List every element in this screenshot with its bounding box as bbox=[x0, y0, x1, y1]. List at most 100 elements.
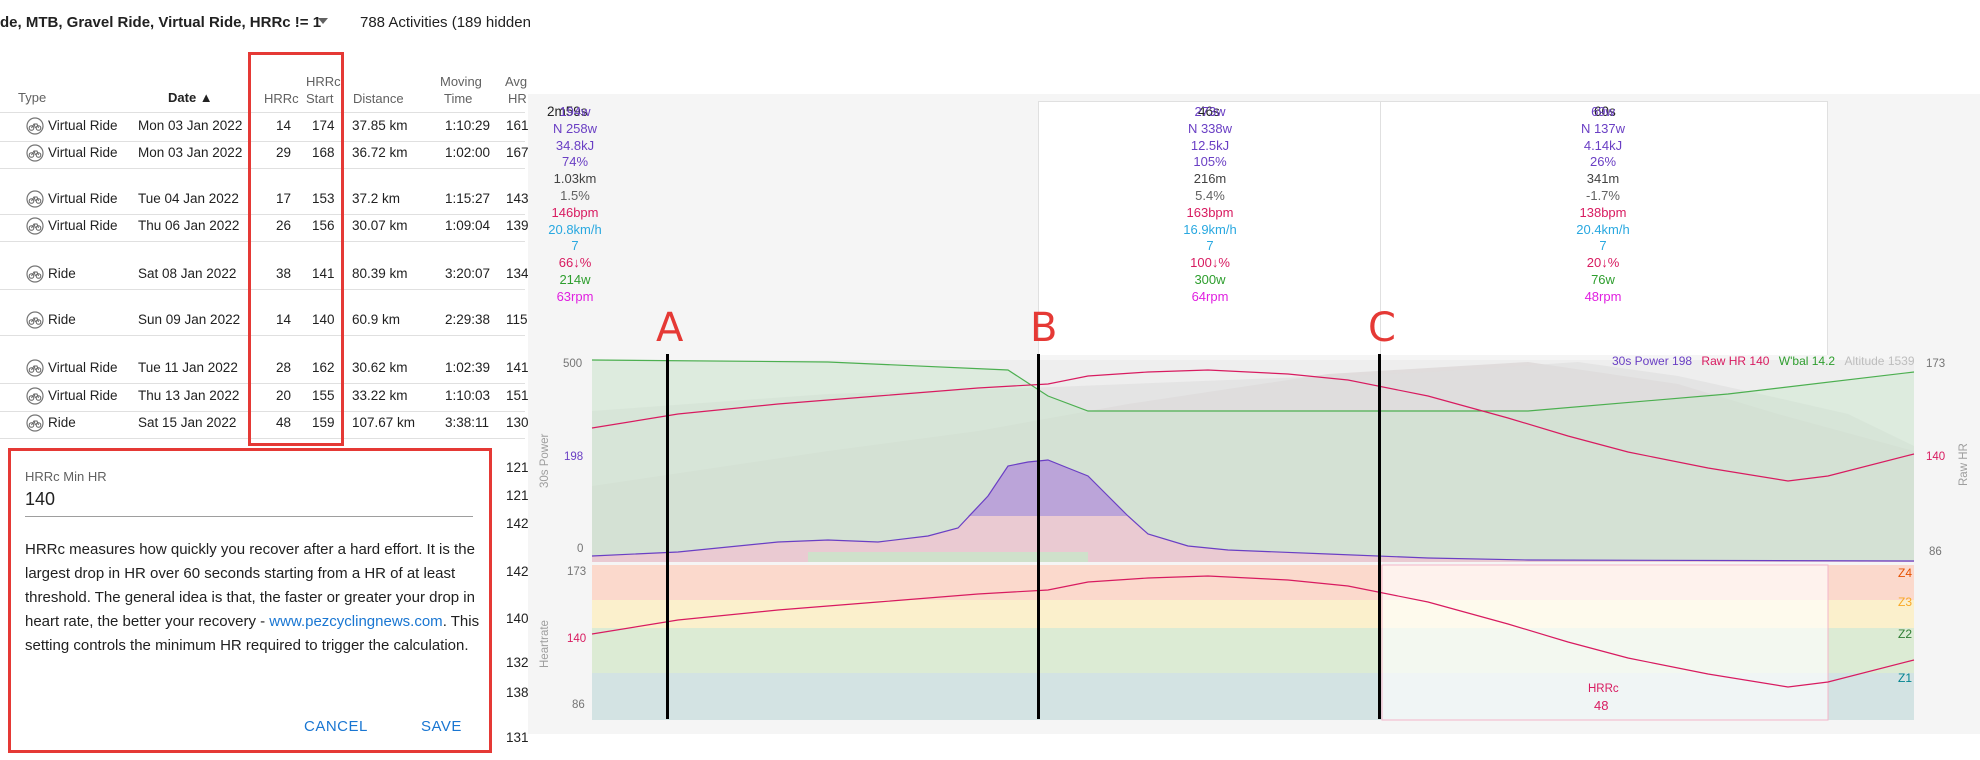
interval-stats-a: 194w N 258w 34.8kJ 74% 1.03km 1.5% 146bpm 20.8k… bbox=[545, 104, 605, 306]
table-cell-avg[interactable]: 134 bbox=[506, 266, 529, 281]
table-cell-date[interactable]: Sun 09 Jan 2022 bbox=[138, 312, 241, 327]
table-cell-date[interactable]: Tue 11 Jan 2022 bbox=[138, 360, 238, 375]
table-cell-start[interactable]: 153 bbox=[312, 191, 335, 206]
table-cell-distance[interactable]: 36.72 km bbox=[352, 145, 408, 160]
col-date-header[interactable]: Date ▲ bbox=[168, 90, 213, 105]
interval-stat: 64rpm bbox=[1191, 288, 1229, 304]
table-cell-date[interactable]: Mon 03 Jan 2022 bbox=[138, 145, 243, 160]
table-cell-avg[interactable]: 143 bbox=[506, 191, 529, 206]
power-axis-top: 500 bbox=[563, 358, 583, 370]
table-cell-start[interactable]: 168 bbox=[312, 145, 335, 160]
table-cell-time[interactable]: 1:02:39 bbox=[445, 360, 491, 375]
col-avghr-header-1[interactable]: Avg bbox=[505, 74, 528, 89]
legend-power[interactable]: 30s Power 198 bbox=[1612, 354, 1693, 368]
table-cell-hrrc[interactable]: 38 bbox=[276, 266, 292, 281]
table-cell-hrrc[interactable]: 14 bbox=[276, 312, 292, 327]
table-cell-start[interactable]: 156 bbox=[312, 218, 335, 233]
table-cell-hrrc[interactable]: 14 bbox=[276, 118, 292, 133]
table-cell-avg[interactable]: 139 bbox=[506, 218, 529, 233]
table-cell-date[interactable]: Mon 03 Jan 2022 bbox=[138, 118, 243, 133]
power-hr-chart[interactable] bbox=[528, 356, 1980, 566]
interval-stat: 1.03km bbox=[553, 171, 597, 187]
table-cell-type[interactable]: Virtual Ride bbox=[48, 388, 118, 403]
table-cell-hrrc[interactable]: 20 bbox=[276, 388, 292, 403]
table-cell-type[interactable]: Ride bbox=[48, 312, 76, 327]
col-hrrc-start-header-2[interactable]: Start bbox=[306, 91, 334, 106]
marker-line-a bbox=[666, 354, 669, 719]
interval-box-b[interactable] bbox=[1038, 101, 1382, 355]
bike-icon bbox=[26, 311, 44, 329]
caret-down-icon[interactable] bbox=[316, 14, 330, 28]
legend-altitude[interactable]: Altitude 1539 bbox=[1844, 354, 1915, 368]
table-cell-time[interactable]: 1:02:00 bbox=[445, 145, 491, 160]
table-cell-distance[interactable]: 33.22 km bbox=[352, 388, 408, 403]
table-cell-date[interactable]: Thu 13 Jan 2022 bbox=[138, 388, 240, 403]
col-hrrc-start-header-1[interactable]: HRRc bbox=[306, 74, 341, 89]
table-cell-time[interactable]: 1:10:03 bbox=[445, 388, 491, 403]
table-cell-type[interactable]: Virtual Ride bbox=[48, 145, 118, 160]
col-distance-header[interactable]: Distance bbox=[353, 91, 404, 106]
table-cell-date[interactable]: Sat 15 Jan 2022 bbox=[138, 415, 237, 430]
table-cell-hrrc[interactable]: 28 bbox=[276, 360, 292, 375]
table-cell-time[interactable]: 3:38:11 bbox=[445, 415, 490, 430]
cancel-button[interactable]: CANCEL bbox=[304, 718, 368, 735]
table-cell-distance[interactable]: 30.07 km bbox=[352, 218, 408, 233]
interval-stat: 214w bbox=[559, 271, 591, 287]
table-cell-hrrc[interactable]: 17 bbox=[276, 191, 292, 206]
table-cell-distance[interactable]: 60.9 km bbox=[352, 312, 401, 327]
table-cell-type[interactable]: Ride bbox=[48, 415, 76, 430]
activity-count: 788 Activities (189 hidden bbox=[360, 14, 531, 31]
table-cell-start[interactable]: 162 bbox=[312, 360, 335, 375]
table-cell-time[interactable]: 2:29:38 bbox=[445, 312, 491, 327]
pezcyclingnews-link[interactable]: www.pezcyclingnews.com bbox=[269, 613, 443, 630]
table-cell-start[interactable]: 141 bbox=[312, 266, 335, 281]
table-cell-avg[interactable]: 130 bbox=[506, 415, 529, 430]
table-cell-hrrc[interactable]: 48 bbox=[276, 415, 292, 430]
col-moving-header-1[interactable]: Moving bbox=[440, 74, 482, 89]
interval-stat: 7 bbox=[571, 238, 579, 254]
table-cell-hrrc[interactable]: 26 bbox=[276, 218, 292, 233]
table-cell-start[interactable]: 155 bbox=[312, 388, 335, 403]
table-cell-avg[interactable]: 161 bbox=[506, 118, 529, 133]
legend-raw-hr[interactable]: Raw HR 140 bbox=[1701, 354, 1770, 368]
table-cell-time[interactable]: 1:15:27 bbox=[445, 191, 491, 206]
table-cell-start[interactable]: 174 bbox=[312, 118, 335, 133]
table-cell-avg[interactable]: 167 bbox=[506, 145, 529, 160]
table-cell-date[interactable]: Tue 04 Jan 2022 bbox=[138, 191, 239, 206]
table-cell-time[interactable]: 1:10:29 bbox=[445, 118, 491, 133]
table-cell-distance[interactable]: 30.62 km bbox=[352, 360, 408, 375]
activity-filter[interactable]: de, MTB, Gravel Ride, Virtual Ride, HRRc… bbox=[0, 14, 322, 31]
table-cell-start[interactable]: 159 bbox=[312, 415, 335, 430]
table-cell-distance[interactable]: 80.39 km bbox=[352, 266, 408, 281]
interval-stat: 7 bbox=[1206, 238, 1214, 254]
col-type-header[interactable]: Type bbox=[18, 90, 47, 105]
table-cell-distance[interactable]: 37.2 km bbox=[352, 191, 401, 206]
save-button[interactable]: SAVE bbox=[421, 718, 462, 735]
col-avghr-header-2[interactable]: HR bbox=[508, 91, 527, 106]
table-cell-avg[interactable]: 115 bbox=[506, 312, 528, 327]
table-cell-date[interactable]: Thu 06 Jan 2022 bbox=[138, 218, 240, 233]
interval-stat: 12.5kJ bbox=[1190, 137, 1230, 153]
table-cell-distance[interactable]: 107.67 km bbox=[352, 415, 416, 430]
table-cell-type[interactable]: Ride bbox=[48, 266, 76, 281]
table-cell-type[interactable]: Virtual Ride bbox=[48, 218, 118, 233]
table-cell-type[interactable]: Virtual Ride bbox=[48, 360, 118, 375]
col-hrrc-header[interactable]: HRRc bbox=[264, 91, 299, 106]
hrrc-min-hr-input[interactable]: 140 bbox=[25, 489, 56, 509]
table-cell-start[interactable]: 140 bbox=[312, 312, 335, 327]
table-cell-type[interactable]: Virtual Ride bbox=[48, 118, 118, 133]
table-cell-hrrc[interactable]: 29 bbox=[276, 145, 292, 160]
table-cell-type[interactable]: Virtual Ride bbox=[48, 191, 118, 206]
table-cell-time[interactable]: 1:09:04 bbox=[445, 218, 491, 233]
row-divider bbox=[0, 214, 525, 215]
table-cell-date[interactable]: Sat 08 Jan 2022 bbox=[138, 266, 237, 281]
col-moving-header-2[interactable]: Time bbox=[444, 91, 473, 106]
interval-stat: 194w bbox=[559, 104, 591, 119]
table-cell-avg[interactable]: 141 bbox=[506, 360, 529, 375]
table-cell-distance[interactable]: 37.85 km bbox=[352, 118, 408, 133]
heartrate-chart[interactable] bbox=[528, 562, 1980, 722]
table-cell-avg[interactable]: 151 bbox=[506, 388, 529, 403]
table-cell-time[interactable]: 3:20:07 bbox=[445, 266, 491, 281]
legend-wbal[interactable]: W'bal 14.2 bbox=[1778, 354, 1836, 368]
interval-box-c[interactable] bbox=[1380, 101, 1828, 355]
